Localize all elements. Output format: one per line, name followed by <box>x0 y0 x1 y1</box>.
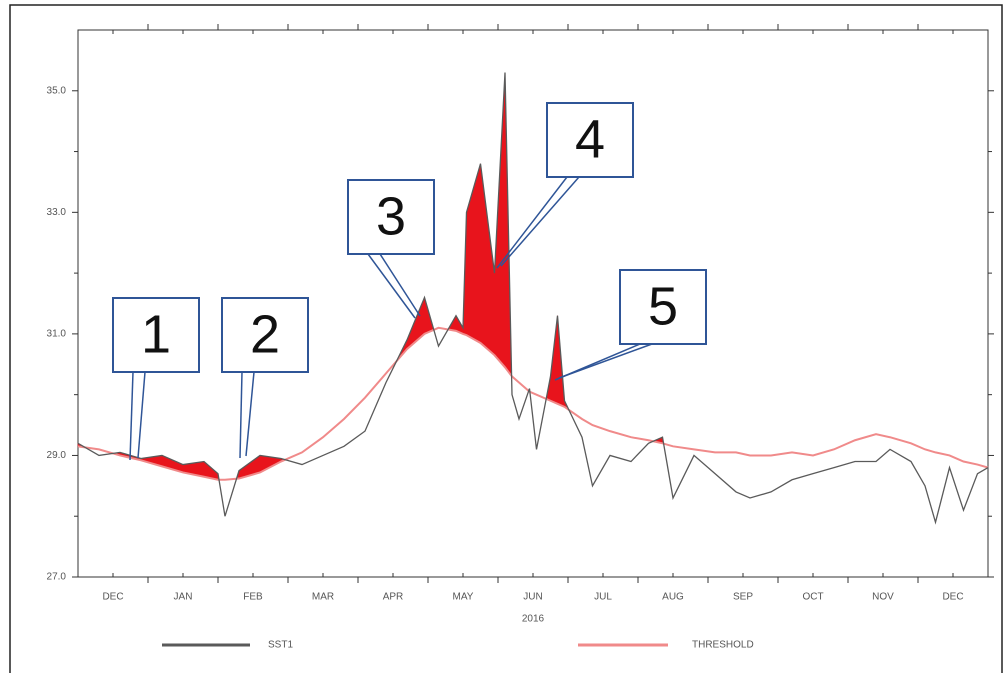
x-tick-label: NOV <box>872 592 894 603</box>
callout-pointer <box>138 372 145 458</box>
x-tick-label: JAN <box>174 592 193 603</box>
exceedance-fill <box>495 73 506 368</box>
plot-area <box>78 30 988 577</box>
callout-label: 5 <box>648 276 678 336</box>
x-tick-label: DEC <box>102 592 123 603</box>
callout-pointer <box>240 372 242 458</box>
x-sublabel: 2016 <box>522 614 545 625</box>
callout-label: 3 <box>376 186 406 246</box>
y-tick-label: 33.0 <box>47 207 67 218</box>
series-line <box>78 73 988 523</box>
x-tick-label: JUL <box>594 592 612 603</box>
callout-pointer <box>130 372 133 460</box>
series-line <box>78 328 988 480</box>
x-tick-label: AUG <box>662 592 684 603</box>
callout-pointer <box>559 344 652 378</box>
callout-pointer <box>501 177 579 266</box>
x-tick-label: MAY <box>453 592 474 603</box>
callout-label: 4 <box>575 109 605 169</box>
legend-label: SST1 <box>268 640 293 651</box>
callout-label: 1 <box>141 304 171 364</box>
x-tick-label: OCT <box>802 592 823 603</box>
y-tick-label: 27.0 <box>47 572 67 583</box>
x-tick-label: JUN <box>523 592 542 603</box>
legend-label: THRESHOLD <box>692 640 754 651</box>
callout-pointer <box>246 372 254 456</box>
y-tick-label: 29.0 <box>47 450 67 461</box>
y-tick-label: 35.0 <box>47 85 67 96</box>
exceedance-fill <box>467 164 481 343</box>
y-tick-label: 31.0 <box>47 329 67 340</box>
x-tick-label: SEP <box>733 592 753 603</box>
x-tick-label: DEC <box>942 592 963 603</box>
x-tick-label: MAR <box>312 592 334 603</box>
callout-label: 2 <box>250 304 280 364</box>
callout-pointer <box>380 254 420 316</box>
callout-pointer <box>368 254 415 318</box>
x-tick-label: APR <box>383 592 404 603</box>
x-tick-label: FEB <box>243 592 263 603</box>
